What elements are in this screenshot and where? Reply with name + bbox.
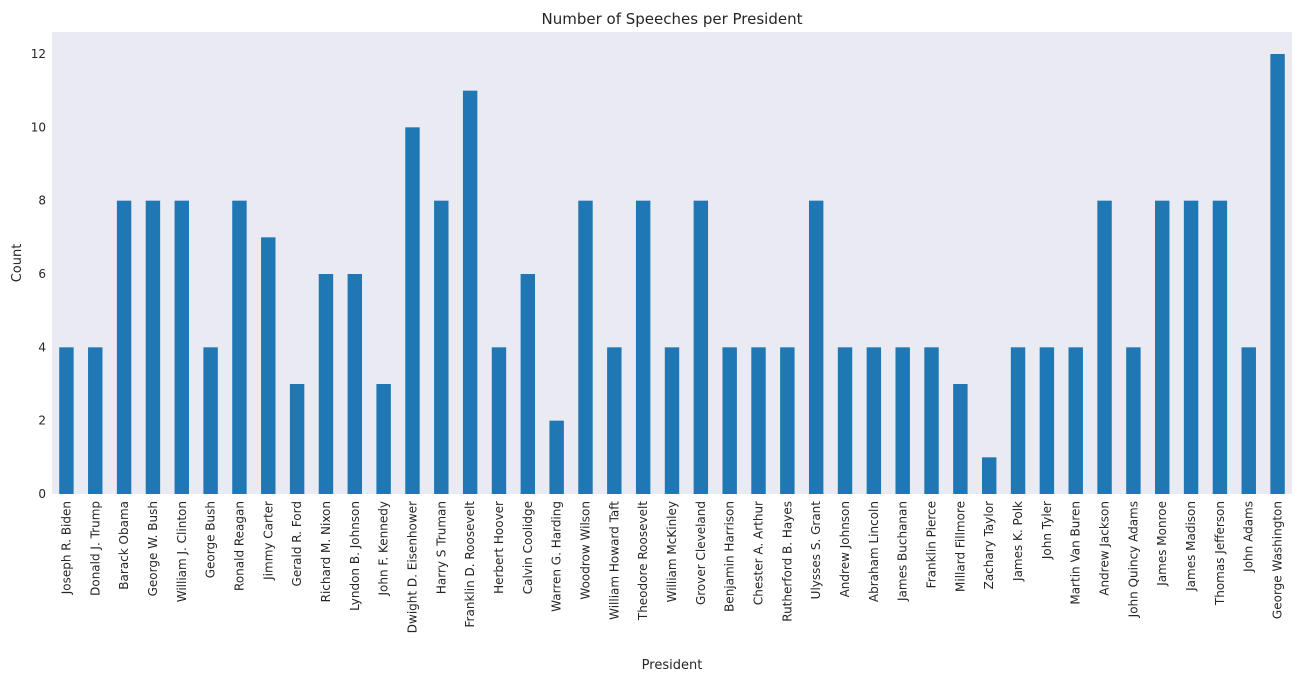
bar <box>88 347 103 494</box>
bar <box>1097 200 1112 494</box>
bar <box>1126 347 1141 494</box>
x-tick-label: William McKinley <box>665 501 679 602</box>
bar <box>808 200 824 494</box>
bar <box>289 384 305 494</box>
bar <box>145 200 161 494</box>
bar <box>866 347 882 494</box>
bar <box>116 200 132 494</box>
bar <box>1010 347 1026 494</box>
x-tick-label: Jimmy Carter <box>261 501 275 581</box>
x-axis-label: President <box>642 658 703 673</box>
bar <box>1068 347 1083 494</box>
bar <box>607 347 622 494</box>
bar <box>203 347 218 494</box>
bar <box>924 347 939 494</box>
x-tick-label: John Quincy Adams <box>1126 501 1140 618</box>
bar <box>59 347 74 494</box>
bar <box>1155 200 1170 494</box>
x-tick-label: William J. Clinton <box>175 501 189 602</box>
x-tick-label: Zachary Taylor <box>982 501 996 589</box>
x-tick-label: Ulysses S. Grant <box>809 501 823 600</box>
x-tick-label: James Monroe <box>1155 501 1169 587</box>
bar <box>1270 54 1285 494</box>
x-tick-label: Donald J. Trump <box>88 501 102 596</box>
bar <box>578 200 593 494</box>
x-tick-label: George W. Bush <box>146 501 160 596</box>
x-tick-label: Ronald Reagan <box>232 501 246 591</box>
bar <box>174 200 189 494</box>
x-tick-label: James Madison <box>1184 501 1198 592</box>
bar <box>664 347 680 494</box>
x-tick-label: Thomas Jefferson <box>1213 501 1227 606</box>
x-tick-label: Theodore Roosevelt <box>636 501 650 621</box>
x-tick-label: Millard Fillmore <box>953 501 967 592</box>
x-tick-label: Grover Cleveland <box>694 501 708 605</box>
bar <box>982 457 997 494</box>
x-tick-label: Calvin Coolidge <box>521 501 535 594</box>
bar <box>635 200 651 494</box>
y-tick-label: 10 <box>31 120 46 134</box>
bar <box>405 127 420 494</box>
x-tick-label: Benjamin Harrison <box>723 501 737 612</box>
y-tick-label: 0 <box>38 487 46 501</box>
y-axis-label: Count <box>10 244 25 283</box>
bar <box>491 347 507 494</box>
bar <box>261 237 276 495</box>
x-tick-label: John Tyler <box>1040 501 1054 560</box>
x-tick-label: Franklin D. Roosevelt <box>463 501 477 628</box>
bar <box>318 274 334 494</box>
bar <box>376 384 391 494</box>
x-tick-label: Warren G. Harding <box>550 501 564 612</box>
y-tick-label: 6 <box>38 267 46 281</box>
bar <box>780 347 795 494</box>
y-tick-label: 12 <box>31 47 46 61</box>
x-tick-label: James Buchanan <box>896 501 910 602</box>
bar <box>549 420 564 494</box>
bar <box>520 274 536 494</box>
x-tick-label: George Washington <box>1271 501 1285 619</box>
bar <box>462 90 478 495</box>
bar <box>693 200 709 494</box>
x-tick-label: Dwight D. Eisenhower <box>405 501 419 633</box>
x-tick-label: Martin Van Buren <box>1069 501 1083 605</box>
x-tick-label: Andrew Johnson <box>838 501 852 597</box>
y-tick-label: 8 <box>38 194 46 208</box>
x-tick-label: Franklin Pierce <box>925 501 939 588</box>
bar <box>232 200 247 494</box>
bar <box>347 274 362 494</box>
x-tick-label: Richard M. Nixon <box>319 501 333 602</box>
bar <box>895 347 910 494</box>
bar <box>434 200 449 494</box>
bar <box>837 347 853 494</box>
x-tick-label: Lyndon B. Johnson <box>348 501 362 611</box>
bar <box>953 384 968 494</box>
x-tick-label: John F. Kennedy <box>377 501 391 596</box>
x-tick-label: Gerald R. Ford <box>290 501 304 586</box>
x-tick-label: Woodrow Wilson <box>578 501 592 600</box>
x-tick-label: William Howard Taft <box>607 501 621 620</box>
bar <box>722 347 737 494</box>
bar <box>1212 200 1228 494</box>
x-tick-label: George Bush <box>204 501 218 578</box>
x-tick-label: Rutherford B. Hayes <box>780 501 794 622</box>
x-tick-label: John Adams <box>1242 501 1256 573</box>
bar <box>1183 200 1199 494</box>
x-tick-label: Harry S Truman <box>434 501 448 594</box>
x-tick-label: Abraham Lincoln <box>867 501 881 602</box>
x-tick-label: Chester A. Arthur <box>752 501 766 605</box>
bar <box>1039 347 1055 494</box>
y-tick-label: 4 <box>38 340 46 354</box>
x-tick-label: Joseph R. Biden <box>59 501 73 595</box>
bar <box>1241 347 1256 494</box>
x-tick-label: Andrew Jackson <box>1098 501 1112 596</box>
x-tick-label: Herbert Hoover <box>492 501 506 594</box>
bar <box>751 347 766 494</box>
x-tick-label: James K. Polk <box>1011 501 1025 582</box>
chart-title: Number of Speeches per President <box>542 10 803 28</box>
y-tick-label: 2 <box>38 414 46 428</box>
x-tick-label: Barack Obama <box>117 501 131 590</box>
